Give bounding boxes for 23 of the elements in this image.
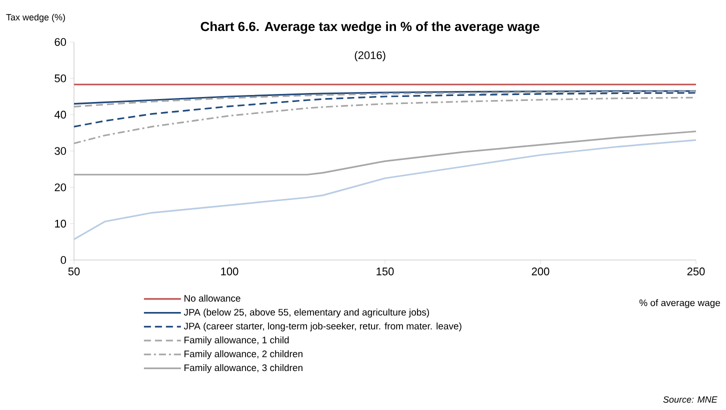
y-tick-label: 0	[60, 256, 66, 264]
legend-label: Family allowance, 1 child	[184, 336, 289, 346]
x-tick-label: 250	[687, 268, 705, 276]
x-axis-title: % of average wage	[639, 299, 720, 308]
y-tick-label: 30	[54, 147, 66, 155]
x-tick-label: 50	[68, 268, 80, 276]
x-tick-label: 200	[532, 268, 550, 276]
text: (2016)	[354, 51, 386, 62]
legend-label: Family allowance, 2 children	[184, 350, 302, 360]
source-note: Source: MNE	[663, 396, 718, 403]
y-tick-label: 50	[54, 74, 66, 82]
legend-label: JPA (below 25, above 55, elementary and agriculture jobs)	[184, 308, 429, 318]
y-tick-label: 20	[54, 183, 66, 192]
legend-label: JPA (career starter, long-term job-seeker, retur. from mater. leave)	[184, 322, 462, 332]
legend-label: Family allowance, 3 children	[184, 364, 302, 373]
x-tick-label: 100	[221, 268, 238, 276]
y-tick-label: 60	[54, 38, 66, 46]
x-tick-label: 150	[376, 268, 394, 276]
chart-title: Chart 6.6. Average tax wedge in % of the average wage	[200, 22, 540, 34]
y-axis-title: Tax wedge (%)	[6, 14, 65, 22]
legend-label: No allowance	[184, 294, 240, 302]
y-tick-label: 10	[55, 220, 66, 228]
y-tick-label: 40	[54, 110, 66, 119]
